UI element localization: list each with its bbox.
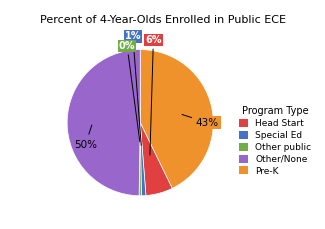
Text: 50%: 50% <box>74 125 97 150</box>
Wedge shape <box>139 123 141 196</box>
Wedge shape <box>67 50 140 196</box>
Wedge shape <box>140 123 146 196</box>
Text: 43%: 43% <box>182 114 219 128</box>
Text: 0%: 0% <box>119 41 140 142</box>
Text: Percent of 4-Year-Olds Enrolled in Public ECE: Percent of 4-Year-Olds Enrolled in Publi… <box>40 15 286 25</box>
Text: 1%: 1% <box>125 31 141 145</box>
Legend: Head Start, Special Ed, Other public, Other/None, Pre-K: Head Start, Special Ed, Other public, Ot… <box>236 104 314 178</box>
Text: 6%: 6% <box>145 35 162 155</box>
Wedge shape <box>140 50 213 188</box>
Wedge shape <box>140 123 172 196</box>
